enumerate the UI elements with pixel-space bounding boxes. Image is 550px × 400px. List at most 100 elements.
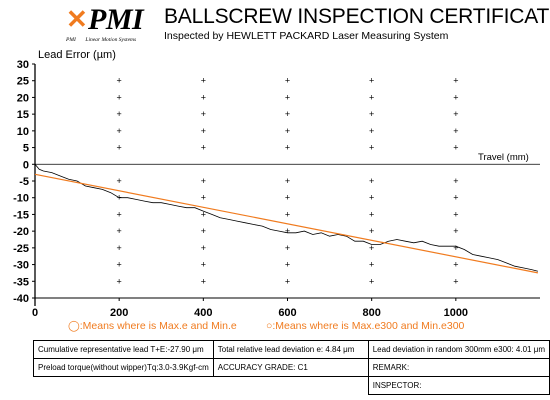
grid-marker: +	[201, 226, 206, 236]
random-deviation-cell: Lead deviation in random 300mm e300: 4.0…	[367, 340, 550, 359]
grid-marker: +	[117, 126, 122, 136]
grid-marker: +	[453, 193, 458, 203]
y-tick-label: 0	[23, 159, 29, 171]
preload-cell: Preload torque(without wipper)Tq:3.0-3.9…	[33, 358, 214, 377]
x-tick-label: 0	[32, 307, 38, 319]
grid-marker: +	[285, 193, 290, 203]
y-tick-label: 25	[17, 76, 29, 88]
y-tick-label: -25	[13, 243, 29, 255]
y-tick-label: -5	[19, 176, 29, 188]
y-tick-label: -30	[13, 260, 29, 272]
logo-subtitle: PMI Linear Motion Systems	[66, 37, 136, 43]
y-tick-label: -35	[13, 276, 29, 288]
grid-marker: +	[369, 143, 374, 153]
x-tick-label: 1000	[444, 307, 468, 319]
y-tick-label: 30	[17, 59, 29, 71]
grid-marker: +	[117, 226, 122, 236]
grid-marker: +	[201, 276, 206, 286]
legend-max-min-e: ◯:Means where is Max.e and Min.e	[68, 320, 237, 332]
grid-marker: +	[369, 243, 374, 253]
grid-marker: +	[285, 109, 290, 119]
inspector-cell: INSPECTOR:	[367, 376, 550, 395]
y-tick-label: -15	[13, 209, 29, 221]
grid-marker: +	[369, 76, 374, 86]
table-row: INSPECTOR:	[34, 376, 550, 395]
y-tick-label: 5	[23, 143, 29, 155]
logo-text: PMI	[88, 3, 144, 36]
grid-marker: +	[369, 226, 374, 236]
y-tick-label: 10	[17, 126, 29, 138]
grid-marker: +	[453, 126, 458, 136]
logo-sub-right: Linear Motion Systems	[85, 37, 137, 43]
grid-marker: +	[117, 260, 122, 270]
grid-marker: +	[453, 76, 458, 86]
grid-marker: +	[285, 209, 290, 219]
grid-marker: +	[453, 209, 458, 219]
empty-cell	[213, 377, 368, 395]
grid-marker: +	[285, 243, 290, 253]
grid-marker: +	[285, 76, 290, 86]
grid-marker: +	[117, 92, 122, 102]
grid-marker: +	[201, 126, 206, 136]
grid-marker: +	[201, 209, 206, 219]
grid-marker: +	[201, 109, 206, 119]
grid-marker: +	[201, 76, 206, 86]
grid-marker: +	[285, 260, 290, 270]
grid-marker: +	[201, 260, 206, 270]
x-tick-label: 800	[362, 307, 380, 319]
pmi-logo: ✕ PMI PMI Linear Motion Systems	[66, 3, 161, 46]
grid-marker: +	[369, 276, 374, 286]
accuracy-grade-cell: ACCURACY GRADE: C1	[212, 358, 369, 377]
y-axis-label: Lead Error (µm)	[38, 49, 116, 61]
total-deviation-cell: Total relative lead deviation e: 4.84 μm	[212, 340, 369, 359]
grid-marker: +	[117, 209, 122, 219]
grid-marker: +	[453, 276, 458, 286]
grid-marker: +	[453, 92, 458, 102]
grid-marker: +	[285, 276, 290, 286]
grid-marker: +	[117, 276, 122, 286]
grid-marker: +	[117, 109, 122, 119]
x-tick-label: 400	[194, 307, 212, 319]
grid-marker: +	[453, 226, 458, 236]
grid-marker: +	[117, 243, 122, 253]
grid-marker: +	[117, 143, 122, 153]
grid-marker: +	[369, 92, 374, 102]
y-tick-label: -40	[13, 293, 29, 305]
grid-marker: +	[453, 176, 458, 186]
grid-marker: +	[285, 176, 290, 186]
grid-marker: +	[369, 209, 374, 219]
legend-max-min-e300: ○:Means where is Max.e300 and Min.e300	[266, 320, 465, 332]
grid-marker: +	[117, 76, 122, 86]
pmi-logo-mark-icon: ✕	[66, 4, 88, 34]
grid-marker: +	[285, 143, 290, 153]
grid-marker: +	[285, 226, 290, 236]
grid-marker: +	[453, 243, 458, 253]
x-axis-label: Travel (mm)	[478, 152, 529, 163]
inspection-info-table: Cumulative representative lead T+E:-27.9…	[33, 340, 550, 395]
cumulative-lead-cell: Cumulative representative lead T+E:-27.9…	[33, 340, 214, 359]
remark-cell: REMARK:	[367, 358, 550, 377]
grid-marker: +	[201, 243, 206, 253]
x-tick-label: 600	[278, 307, 296, 319]
grid-marker: +	[117, 176, 122, 186]
grid-marker: +	[201, 176, 206, 186]
empty-cell	[34, 377, 214, 395]
grid-marker: +	[369, 126, 374, 136]
representative-lead-line	[34, 173, 539, 274]
y-tick-label: -20	[13, 226, 29, 238]
grid-marker: +	[285, 126, 290, 136]
page-title: BALLSCREW INSPECTION CERTIFICATE	[164, 5, 550, 28]
y-tick-label: 20	[17, 92, 29, 104]
grid-marker: +	[285, 92, 290, 102]
grid-marker: +	[453, 109, 458, 119]
lead-error-series-line	[34, 164, 539, 272]
grid-marker: +	[369, 176, 374, 186]
grid-marker: +	[369, 109, 374, 119]
grid-marker: +	[201, 143, 206, 153]
y-tick-label: -10	[13, 193, 29, 205]
x-tick-label: 200	[110, 307, 128, 319]
grid-marker: +	[201, 92, 206, 102]
grid-marker: +	[453, 143, 458, 153]
y-tick-label: 15	[17, 109, 29, 121]
